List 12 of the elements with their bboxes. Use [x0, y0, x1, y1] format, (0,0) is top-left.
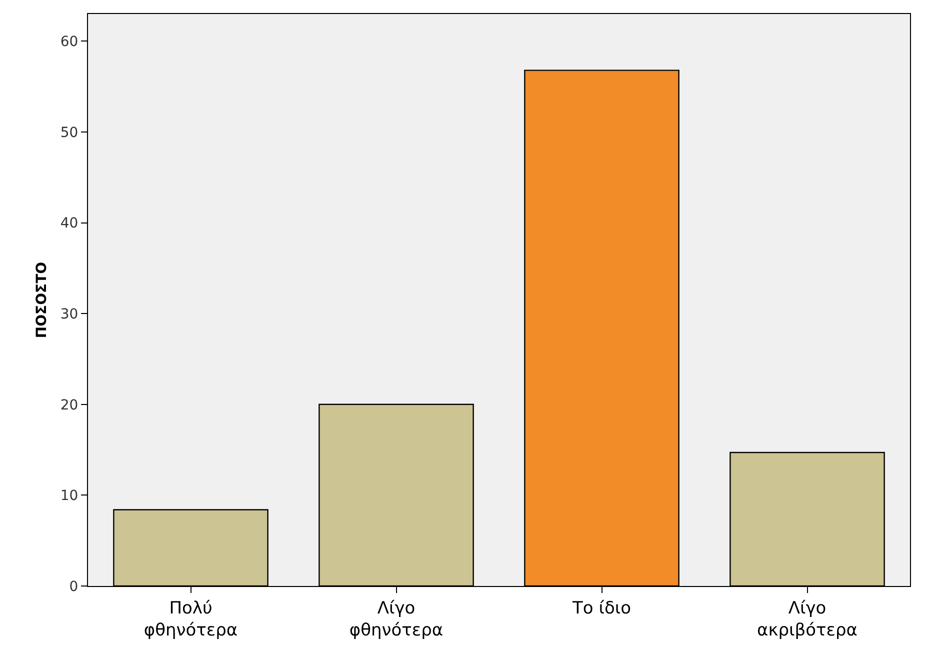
x-tick-label: Το ίδιο	[572, 598, 631, 618]
y-tick-label: 50	[60, 124, 78, 141]
y-axis-title: ΠΟΣΟΣΤΟ	[34, 262, 50, 338]
y-tick-label: 10	[60, 488, 78, 504]
y-tick-label: 20	[60, 397, 78, 414]
y-tick-label: 0	[69, 578, 78, 595]
x-tick-label: Λίγο φθηνότερα	[349, 598, 444, 640]
y-tick-label: 40	[60, 216, 78, 232]
y-tick-label: 60	[60, 34, 78, 50]
y-tick-label: 30	[60, 306, 78, 323]
x-tick-label: Πολύ φθηνότερα	[144, 598, 238, 640]
x-tick-label: Λίγο ακριβότερα	[757, 598, 858, 640]
